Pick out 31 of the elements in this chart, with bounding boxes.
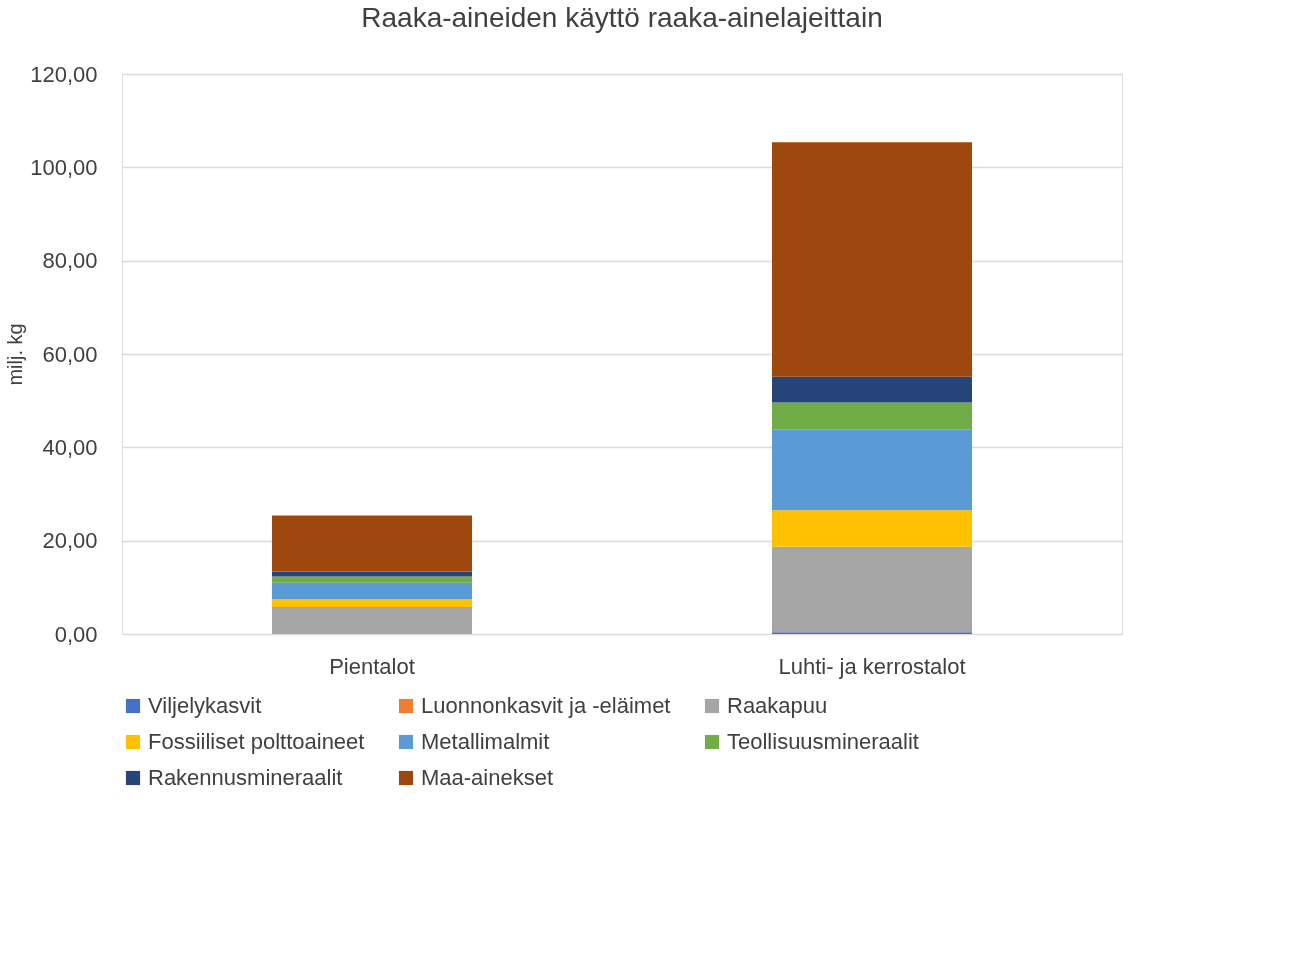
bar [772, 376, 972, 403]
legend-label: Fossiiliset polttoaineet [148, 729, 365, 754]
y-tick-label: 40,00 [42, 434, 98, 460]
bar [272, 599, 472, 607]
x-tick-label: Luhti- ja kerrostalot [778, 653, 966, 679]
bar [272, 606, 472, 634]
y-tick-label: 100,00 [30, 154, 98, 180]
bar [272, 515, 472, 572]
y-axis-title: milj. kg [4, 323, 27, 386]
bar [272, 582, 472, 599]
bar [272, 571, 472, 577]
legend-label: Metallimalmit [421, 729, 550, 754]
y-tick-label: 0,00 [54, 621, 98, 647]
bar [772, 546, 972, 633]
y-tick-label: 20,00 [42, 528, 98, 554]
legend-label: Teollisuusmineraalit [727, 729, 919, 754]
y-tick-label: 80,00 [42, 248, 98, 274]
legend-label: Maa-ainekset [421, 765, 554, 790]
y-tick-label: 120,00 [30, 61, 98, 87]
bar [272, 576, 472, 583]
bar [772, 402, 972, 430]
bar [772, 429, 972, 511]
bar [772, 510, 972, 547]
chart-title: Raaka-aineiden käyttö raaka-ainelajeittain [361, 2, 883, 33]
legend-label: Luonnonkasvit ja -eläimet [421, 693, 671, 718]
x-tick-label: Pientalot [329, 653, 415, 679]
y-tick-label: 60,00 [42, 341, 98, 367]
legend-label: Raakapuu [727, 693, 828, 718]
bar [772, 142, 972, 377]
legend-label: Rakennusmineraalit [148, 765, 343, 790]
legend-label: Viljelykasvit [148, 693, 262, 718]
